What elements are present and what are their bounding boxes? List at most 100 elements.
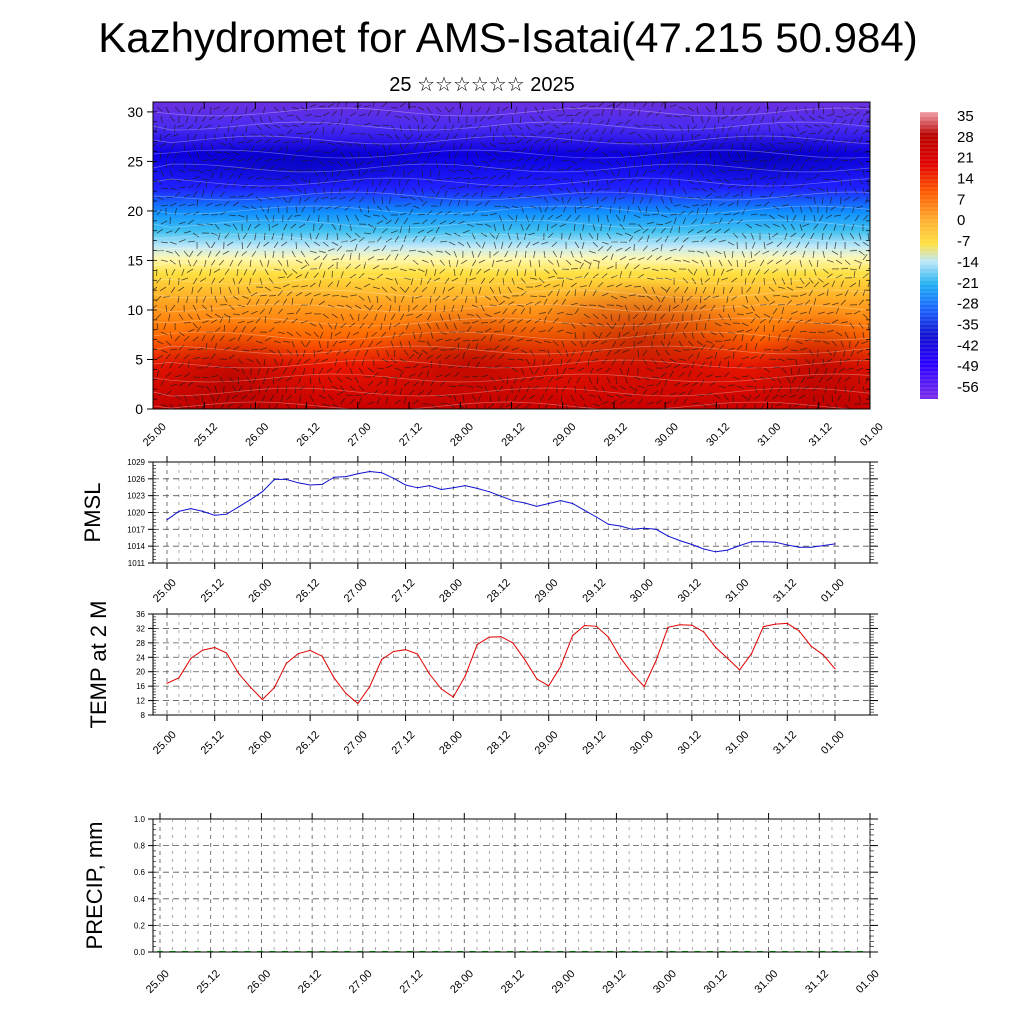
wind-vector — [205, 223, 214, 226]
wind-vector — [789, 394, 797, 398]
wind-vector — [520, 376, 527, 382]
wind-vector — [339, 178, 347, 183]
wind-vector — [840, 205, 846, 212]
wind-vector — [754, 223, 762, 227]
wind-vector — [318, 141, 326, 144]
wind-vector — [241, 148, 249, 153]
wind-vector — [805, 403, 810, 409]
wind-vector — [417, 268, 425, 273]
wind-vector — [343, 187, 351, 190]
wind-vector — [850, 349, 855, 357]
wind-vector — [322, 178, 329, 185]
pmsl-y-tick-label: 1026 — [127, 475, 145, 484]
wind-vector — [354, 124, 363, 126]
temp2m-x-tick-label: 31.00 — [723, 729, 751, 757]
wind-vector — [565, 403, 569, 409]
wind-vector — [448, 259, 451, 267]
wind-vector — [741, 250, 745, 258]
wind-vector — [601, 196, 608, 202]
wind-vector — [862, 241, 869, 247]
wind-vector — [484, 183, 491, 189]
wind-vector — [319, 331, 324, 339]
wind-vector — [471, 320, 479, 324]
wind-vector — [671, 313, 675, 321]
temp2m-point — [452, 696, 454, 698]
wind-vector — [502, 205, 510, 209]
wind-vector — [700, 379, 705, 387]
wind-vector — [636, 322, 644, 328]
wind-vector — [700, 236, 706, 243]
wind-vector — [186, 295, 189, 303]
wind-vector — [493, 151, 501, 157]
wind-vector — [826, 164, 833, 171]
wind-vector — [269, 394, 275, 402]
wind-vector — [444, 354, 451, 360]
wind-vector — [272, 250, 275, 258]
wind-vector — [466, 313, 474, 316]
wind-vector — [669, 370, 674, 378]
wind-vector — [781, 307, 785, 315]
wind-vector — [381, 245, 387, 252]
wind-vector — [355, 349, 360, 357]
wind-vector — [574, 331, 577, 339]
wind-vector — [201, 213, 209, 216]
wind-vector — [156, 250, 165, 252]
temp2m-point — [822, 654, 824, 656]
wind-vector — [430, 360, 433, 369]
wind-vector — [201, 190, 205, 198]
wind-vector — [426, 340, 432, 348]
wind-vector — [336, 142, 344, 146]
wind-vector — [684, 286, 689, 294]
isotherm-contour — [153, 331, 870, 341]
temp2m-point — [762, 626, 765, 628]
wind-vector — [516, 241, 522, 248]
wind-vector — [498, 191, 504, 198]
temp2m-point — [190, 657, 192, 660]
wind-vector — [448, 199, 453, 207]
wind-vector — [867, 322, 870, 330]
wind-vector — [460, 259, 468, 265]
wind-vector — [160, 241, 168, 244]
wind-vector — [592, 273, 599, 279]
wind-vector — [696, 208, 699, 216]
wind-vector — [579, 285, 587, 288]
wind-vector — [786, 376, 791, 384]
wind-vector — [408, 249, 416, 252]
pmsl-y-axis-label: PMSL — [80, 483, 105, 543]
wind-vector — [168, 277, 171, 285]
wind-vector — [865, 196, 869, 204]
wind-vector — [637, 273, 645, 279]
wind-vector — [655, 295, 661, 302]
wind-vector — [588, 376, 593, 384]
wind-vector — [259, 186, 267, 189]
wind-vector — [318, 340, 322, 348]
wind-vector — [516, 158, 524, 162]
wind-vector — [250, 292, 258, 297]
wind-vector — [664, 349, 670, 356]
wind-vector — [552, 284, 560, 288]
temp2m-point — [727, 657, 729, 660]
wind-vector — [547, 214, 554, 220]
wind-vector — [760, 115, 765, 123]
wind-vector — [596, 232, 599, 241]
precip-bar — [732, 951, 738, 952]
wind-vector — [322, 241, 329, 247]
wind-vector — [327, 264, 334, 270]
wind-vector — [582, 223, 585, 231]
temp2m-x-tick-label: 29.12 — [580, 729, 608, 757]
wind-vector — [673, 349, 681, 353]
isotherm-contour — [153, 247, 870, 257]
wind-vector — [759, 335, 766, 342]
wind-vector — [191, 286, 194, 294]
wind-vector — [826, 403, 832, 409]
wind-vector — [421, 349, 429, 355]
cross-x-tick-label: 31.12 — [807, 421, 835, 449]
wind-vector — [472, 259, 477, 267]
wind-vector — [304, 146, 311, 153]
wind-vector — [849, 232, 855, 240]
wind-vector — [520, 349, 528, 354]
wind-vector — [376, 397, 381, 405]
wind-vector — [219, 304, 228, 306]
wind-vector — [525, 106, 527, 115]
wind-vector — [174, 106, 181, 113]
